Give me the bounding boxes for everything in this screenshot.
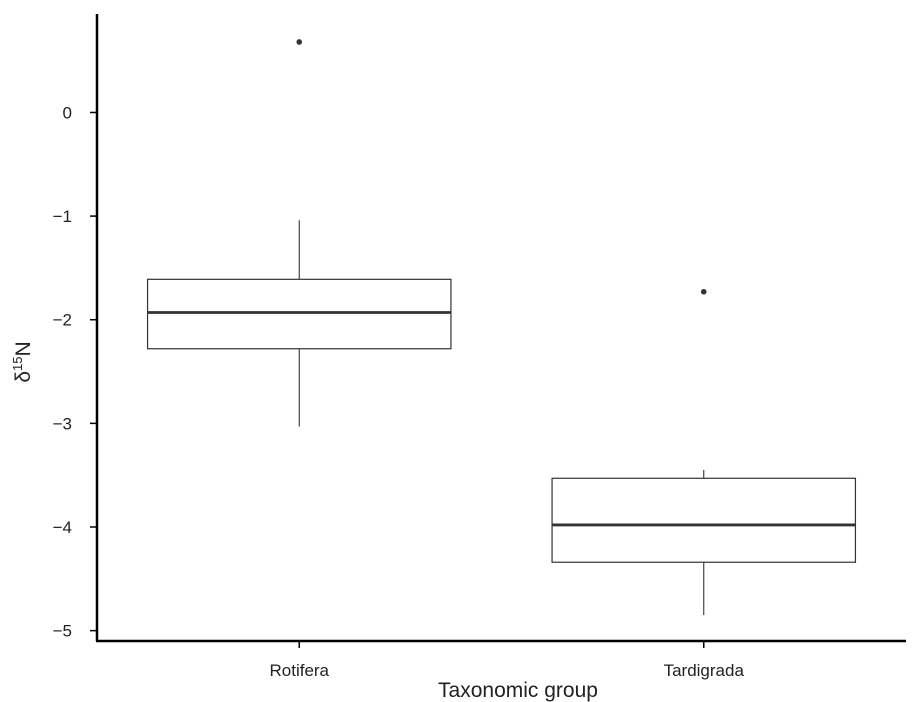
box-group-rotifera: [146, 39, 452, 427]
axes: [95, 14, 906, 643]
y-tick-label: 0: [63, 103, 72, 122]
y-ticks: 0 −1 −2 −3 −4 −5: [53, 103, 97, 641]
y-axis-title-superscript: 15: [10, 357, 25, 371]
x-ticks: Rotifera Tardigrada: [269, 641, 744, 680]
y-tick-label: −3: [53, 414, 72, 433]
box-group-tardigrada: [551, 288, 857, 616]
box-iqr: [146, 278, 452, 350]
outlier-point: [700, 288, 707, 295]
y-axis-title-element: N: [12, 341, 35, 356]
y-tick-label: −5: [53, 622, 72, 641]
outlier-point: [296, 39, 303, 45]
x-tick-label: Tardigrada: [664, 661, 745, 680]
y-tick-label: −1: [53, 207, 72, 226]
plot-area: [146, 39, 857, 616]
y-tick-label: −4: [53, 518, 72, 537]
box-iqr: [551, 477, 857, 563]
x-axis-title: Taxonomic group: [438, 679, 598, 702]
x-tick-label: Rotifera: [269, 661, 329, 680]
y-axis-title-delta: δ: [12, 371, 35, 383]
y-axis-title: δ15N: [10, 341, 35, 382]
y-tick-label: −2: [53, 311, 72, 330]
